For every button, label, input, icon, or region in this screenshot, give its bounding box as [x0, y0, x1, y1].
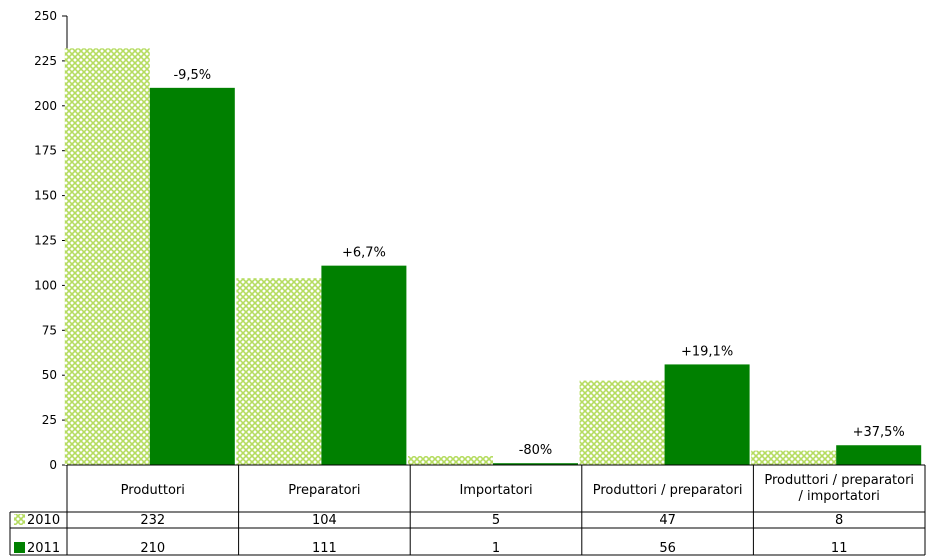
y-tick-label: 150 — [34, 189, 57, 203]
table-value-2010: 104 — [312, 513, 337, 528]
y-tick-label: 125 — [34, 234, 57, 248]
change-label: +37,5% — [853, 425, 905, 440]
y-tick-label: 0 — [49, 458, 57, 472]
y-axis: 0 25 50 75 100 125 150 175 200 225 250 — [34, 9, 68, 472]
category-label: Produttori — [121, 483, 185, 498]
legend-key-2010 — [14, 514, 25, 525]
table-value-2010: 8 — [835, 513, 843, 528]
bar-2011-4 — [836, 445, 922, 465]
table-value-2011: 56 — [659, 541, 676, 556]
data-table: Produttori Preparatori Importatori Produtto… — [9, 465, 926, 556]
change-label: +6,7% — [342, 246, 386, 261]
table-value-2011: 111 — [312, 541, 337, 556]
change-label: -80% — [519, 443, 553, 458]
table-value-2011: 210 — [140, 541, 165, 556]
table-value-2010: 47 — [659, 513, 676, 528]
change-label: +19,1% — [681, 344, 733, 359]
bar-2011-0 — [149, 87, 235, 465]
category-label: Preparatori — [288, 483, 360, 498]
bar-2011-2 — [493, 463, 578, 465]
y-tick-label: 250 — [34, 9, 57, 23]
y-tick-label: 225 — [34, 54, 57, 68]
bar-2011-1 — [321, 265, 407, 465]
table-value-2011: 1 — [492, 541, 500, 556]
y-tick-label: 25 — [42, 413, 57, 427]
bar-2010-2 — [408, 456, 493, 465]
bar-2011-3 — [664, 364, 750, 465]
legend-label-2010: 2010 — [27, 513, 60, 528]
bar-2010-1 — [236, 278, 322, 465]
bar-2010-4 — [751, 450, 837, 465]
y-tick-label: 75 — [42, 323, 57, 337]
change-labels: -9,5% +6,7% -80% +19,1% +37,5% — [173, 68, 904, 458]
category-label: Importatori — [459, 483, 532, 498]
change-label: -9,5% — [173, 68, 211, 83]
category-label: Produttori / preparatori — [764, 473, 914, 488]
category-label: Produttori / preparatori — [593, 483, 743, 498]
y-tick-label: 50 — [42, 368, 57, 382]
table-value-2010: 232 — [140, 513, 165, 528]
bar-2010-0 — [64, 48, 150, 465]
legend-label-2011: 2011 — [27, 541, 60, 556]
y-tick-label: 200 — [34, 99, 57, 113]
bars — [64, 48, 925, 466]
bar-2010-3 — [579, 380, 665, 465]
table-value-2011: 11 — [831, 541, 848, 556]
category-label: / importatori — [798, 489, 879, 504]
legend-key-2011 — [14, 542, 25, 553]
y-tick-label: 175 — [34, 144, 57, 158]
y-tick-label: 100 — [34, 278, 57, 292]
table-value-2010: 5 — [492, 513, 500, 528]
